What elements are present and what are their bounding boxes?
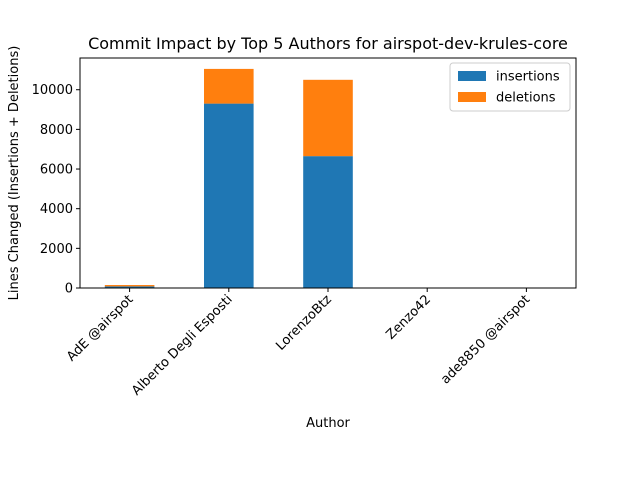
bar-deletions-0 (104, 285, 155, 287)
legend-label-deletions: deletions (496, 91, 556, 106)
bar-insertions-1 (204, 103, 254, 288)
legend: insertions deletions (449, 62, 571, 112)
y-tick-label: 6000 (40, 163, 73, 178)
legend-swatch-deletions (458, 92, 486, 102)
x-tick-label: Zenzo42 (383, 292, 434, 343)
y-tick-label: 8000 (40, 123, 73, 138)
plot-frame (79, 57, 577, 289)
y-axis: 0 2000 4000 6000 8000 10000 (32, 83, 80, 297)
bar-insertions-2 (303, 156, 353, 288)
x-tick-label: ade8850 @airspot (438, 292, 533, 387)
x-tick-label: AdE @airspot (64, 292, 136, 364)
bars-layer (104, 68, 353, 288)
legend-swatch-insertions (458, 71, 486, 81)
x-tick-label: Alberto Degli Esposti (129, 292, 235, 398)
x-tick-label: LorenzoBtz (273, 292, 335, 354)
x-axis-label: Author (306, 416, 350, 431)
y-tick-label: 4000 (40, 202, 73, 217)
bar-insertions-0 (104, 286, 155, 288)
bar-deletions-1 (204, 68, 254, 104)
legend-label-insertions: insertions (496, 70, 560, 85)
bar-deletions-2 (303, 79, 353, 157)
y-tick-label: 2000 (40, 242, 73, 257)
y-axis-label: Lines Changed (Insertions + Deletions) (7, 46, 22, 301)
y-tick-label: 10000 (32, 83, 73, 98)
y-tick-label: 0 (65, 282, 73, 297)
chart-title: Commit Impact by Top 5 Authors for airsp… (88, 34, 568, 53)
